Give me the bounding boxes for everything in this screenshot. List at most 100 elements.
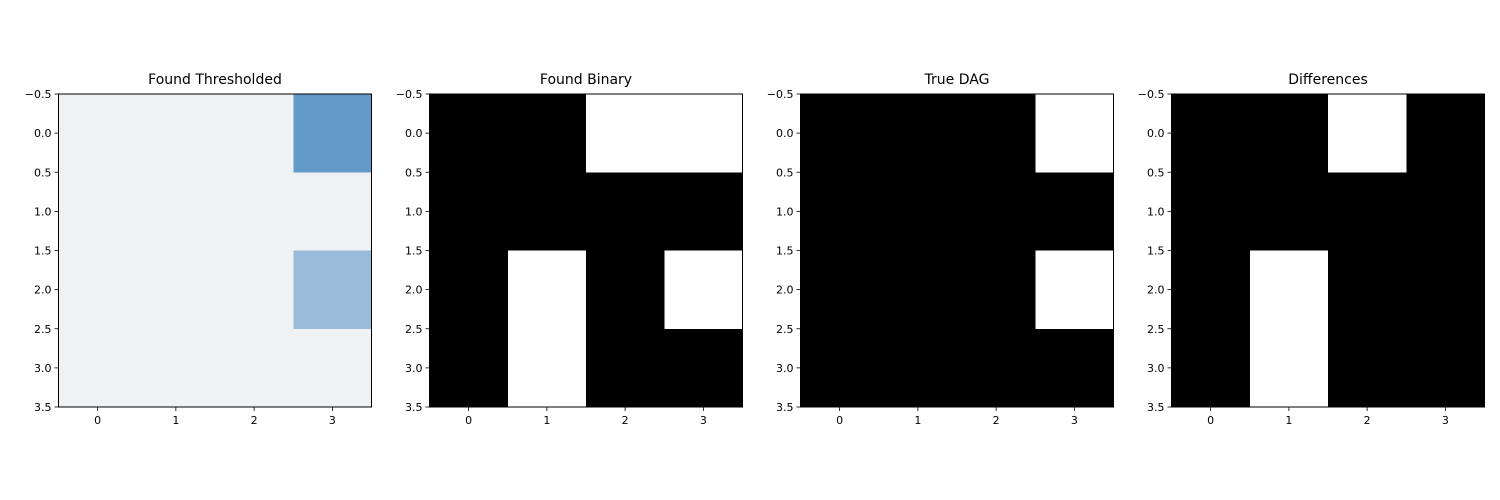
heatmap-cell [136, 172, 215, 251]
heatmap-cell [58, 250, 137, 329]
heatmap-cell [1406, 94, 1485, 173]
heatmap-cell [1406, 172, 1485, 251]
y-tick-label: 1.5 [1147, 245, 1165, 258]
heatmap-cell [215, 250, 294, 329]
heatmap-cell [429, 328, 508, 407]
y-tick-label: 0.0 [1147, 127, 1165, 140]
heatmap-cell [429, 172, 508, 251]
y-tick-label: −0.5 [1138, 88, 1165, 101]
y-tick-label: 2.0 [776, 284, 794, 297]
chart-title: Found Thresholded [148, 72, 282, 88]
y-tick-label: 3.0 [776, 362, 794, 375]
x-tick-label: 0 [465, 414, 472, 427]
heatmap-cell [586, 172, 665, 251]
heatmap-cell [664, 94, 743, 173]
heatmap-cell [586, 250, 665, 329]
heatmap-cell [136, 94, 215, 173]
x-tick-label: 3 [1442, 414, 1449, 427]
heatmap-panel: Differences 0 1 2 3 −0.5 0.0 0.5 1.0 1.5 2.0 2.5 3.0… [1138, 72, 1485, 427]
x-tick-label: 2 [993, 414, 1000, 427]
y-tick-label: 2.0 [34, 284, 52, 297]
chart-title: True DAG [924, 72, 990, 88]
y-tick-label: 2.5 [405, 323, 423, 336]
heatmap-panel: True DAG 0 1 2 3 −0.5 0.0 0.5 1.0 1.5 2.0 2.5 3.0 3.5 [767, 72, 1114, 427]
heatmap-cell [878, 172, 957, 251]
y-tick-label: 1.5 [776, 245, 794, 258]
y-tick-label: 0.0 [776, 127, 794, 140]
chart-title: Found Binary [540, 72, 632, 88]
heatmap-cell [957, 250, 1036, 329]
heatmap-cell [1249, 172, 1328, 251]
heatmap-cell [1171, 250, 1250, 329]
y-tick-label: 0.5 [1147, 166, 1165, 179]
y-tick-label: 1.0 [1147, 205, 1165, 218]
y-tick-label: 3.5 [1147, 401, 1165, 414]
x-tick-label: 1 [543, 414, 550, 427]
heatmap-cell [58, 328, 137, 407]
y-tick-label: 1.5 [34, 245, 52, 258]
heatmap-cell [1328, 172, 1407, 251]
y-tick-label: 0.0 [405, 127, 423, 140]
heatmap-cell [507, 328, 586, 407]
heatmap-cell [58, 172, 137, 251]
heatmap-panel: Found Thresholded 0 1 2 3 −0.5 0.0 0.5 1.0 1.5 2.0… [25, 72, 372, 427]
heatmap-cell [1171, 172, 1250, 251]
x-tick-label: 2 [622, 414, 629, 427]
heatmap-cell [1035, 250, 1114, 329]
y-tick-label: 0.5 [34, 166, 52, 179]
heatmap-cell [136, 328, 215, 407]
y-tick-label: 0.0 [34, 127, 52, 140]
x-tick-label: 2 [251, 414, 258, 427]
heatmap-cell [1035, 172, 1114, 251]
heatmap-cell [429, 250, 508, 329]
heatmap-cell [800, 94, 879, 173]
y-tick-label: 1.0 [776, 205, 794, 218]
heatmap-cell [429, 94, 508, 173]
y-tick-label: 3.5 [776, 401, 794, 414]
y-tick-label: 2.5 [776, 323, 794, 336]
heatmap-cell [664, 328, 743, 407]
heatmap-cell [215, 94, 294, 173]
y-tick-label: 2.0 [1147, 284, 1165, 297]
x-tick-label: 1 [1285, 414, 1292, 427]
y-tick-label: 2.5 [1147, 323, 1165, 336]
x-tick-label: 1 [172, 414, 179, 427]
heatmap-cell [1249, 94, 1328, 173]
heatmap-cell [293, 250, 372, 329]
x-tick-label: 0 [836, 414, 843, 427]
heatmap-cell [1249, 328, 1328, 407]
heatmap-cell [136, 250, 215, 329]
y-tick-label: 1.5 [405, 245, 423, 258]
heatmap-cell [507, 94, 586, 173]
heatmap-cell [293, 94, 372, 173]
heatmap-cell [957, 172, 1036, 251]
heatmap-cell [293, 172, 372, 251]
x-tick-label: 2 [1364, 414, 1371, 427]
heatmap-cell [1406, 250, 1485, 329]
heatmap-cell [957, 328, 1036, 407]
heatmap-cell [1328, 250, 1407, 329]
x-tick-label: 0 [1207, 414, 1214, 427]
y-tick-label: −0.5 [767, 88, 794, 101]
x-tick-label: 3 [329, 414, 336, 427]
y-tick-label: −0.5 [396, 88, 423, 101]
x-tick-label: 1 [914, 414, 921, 427]
y-tick-label: −0.5 [25, 88, 52, 101]
heatmap-cell [1171, 328, 1250, 407]
heatmap-cell [215, 328, 294, 407]
y-tick-label: 3.0 [405, 362, 423, 375]
heatmap-cell [1035, 94, 1114, 173]
heatmap-cell [878, 250, 957, 329]
heatmap-cell [800, 250, 879, 329]
y-tick-label: 3.5 [34, 401, 52, 414]
heatmap-cell [957, 94, 1036, 173]
heatmap-cell [664, 172, 743, 251]
y-tick-label: 0.5 [405, 166, 423, 179]
y-tick-label: 3.0 [34, 362, 52, 375]
x-tick-label: 3 [700, 414, 707, 427]
y-tick-label: 0.5 [776, 166, 794, 179]
chart-title: Differences [1288, 72, 1367, 88]
heatmap-cell [507, 250, 586, 329]
x-tick-label: 3 [1071, 414, 1078, 427]
